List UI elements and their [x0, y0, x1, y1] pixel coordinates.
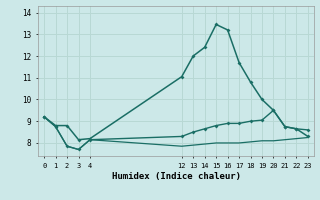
X-axis label: Humidex (Indice chaleur): Humidex (Indice chaleur) [111, 172, 241, 181]
